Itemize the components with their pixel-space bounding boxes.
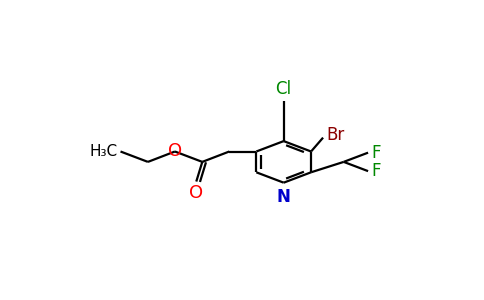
Text: O: O [168,142,182,160]
Text: O: O [189,184,203,202]
Text: F: F [371,144,380,162]
Text: F: F [371,162,380,180]
Text: H₃C: H₃C [90,144,118,159]
Text: Cl: Cl [275,80,292,98]
Text: Br: Br [326,126,344,144]
Text: N: N [277,188,290,206]
